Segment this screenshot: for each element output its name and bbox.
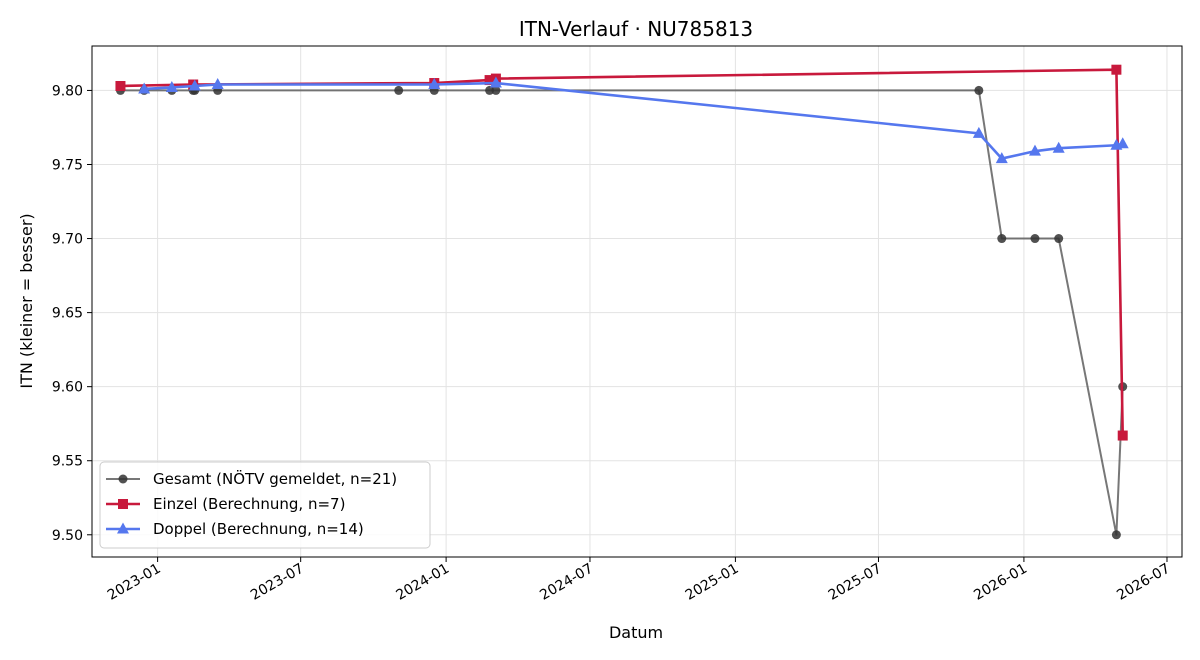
series-line [120, 68, 1125, 436]
data-point [1054, 234, 1064, 244]
x-tick-label: 2026-07 [1114, 561, 1173, 604]
data-point [491, 85, 501, 95]
y-tick-label: 9.60 [52, 380, 83, 396]
series-line [120, 89, 1124, 536]
legend-marker [117, 522, 129, 534]
data-point [115, 80, 126, 91]
data-point [428, 78, 441, 90]
x-tick-label: 2023-07 [248, 561, 307, 604]
y-tick-label: 9.70 [52, 232, 83, 248]
data-point [484, 75, 495, 86]
data-point [165, 80, 178, 92]
y-axis-label: ITN (kleiner = besser) [17, 213, 36, 388]
data-point [1117, 430, 1128, 441]
x-tick-label: 2024-07 [537, 561, 596, 604]
data-point [997, 234, 1007, 244]
y-axis-ticks: 9.50 9.55 9.60 9.65 9.70 9.75 9.80 [52, 83, 92, 544]
series-line [144, 81, 1124, 160]
y-tick-label: 9.75 [52, 157, 83, 173]
x-tick-label: 2025-01 [683, 561, 742, 604]
x-axis-label: Datum [609, 623, 663, 642]
x-tick-label: 2026-01 [971, 561, 1030, 604]
data-point [1116, 137, 1129, 149]
legend-label: Einzel (Berechnung, n=7) [153, 495, 345, 513]
legend-marker [118, 499, 128, 509]
data-point [1111, 530, 1121, 540]
data-point [972, 126, 985, 138]
plot-frame [91, 45, 1183, 558]
x-tick-label: 2023-01 [105, 561, 164, 604]
y-tick-label: 9.50 [52, 528, 83, 544]
data-point [485, 85, 495, 95]
x-tick-label: 2024-01 [393, 561, 452, 604]
data-point [188, 79, 201, 91]
series-layer [115, 64, 1129, 540]
data-point [974, 85, 984, 95]
data-point [394, 85, 404, 95]
legend-label: Gesamt (NÖTV gemeldet, n=21) [153, 469, 397, 488]
data-point [1052, 141, 1065, 153]
y-tick-label: 9.55 [52, 454, 83, 470]
grid-lines [92, 46, 1182, 557]
y-tick-label: 9.80 [52, 83, 83, 99]
series-triangle [138, 76, 1129, 164]
series-square [115, 64, 1128, 441]
data-point [1028, 144, 1041, 156]
y-tick-label: 9.65 [52, 306, 83, 322]
x-axis-ticks: 2023-01 2023-07 2024-01 2024-07 2025-01 2025-… [105, 557, 1173, 604]
legend-box [99, 461, 431, 549]
data-point [138, 82, 151, 94]
data-point [995, 152, 1008, 164]
legend: Gesamt (NÖTV gemeldet, n=21) Einzel (Bere… [99, 461, 431, 549]
legend-label: Doppel (Berechnung, n=14) [153, 520, 364, 538]
data-point [211, 78, 224, 90]
x-tick-label: 2025-07 [826, 561, 885, 604]
chart-title: ITN-Verlauf · NU785813 [519, 17, 753, 41]
data-point [489, 76, 502, 88]
data-point [1030, 234, 1040, 244]
legend-marker [118, 474, 128, 484]
data-point [1111, 64, 1122, 75]
